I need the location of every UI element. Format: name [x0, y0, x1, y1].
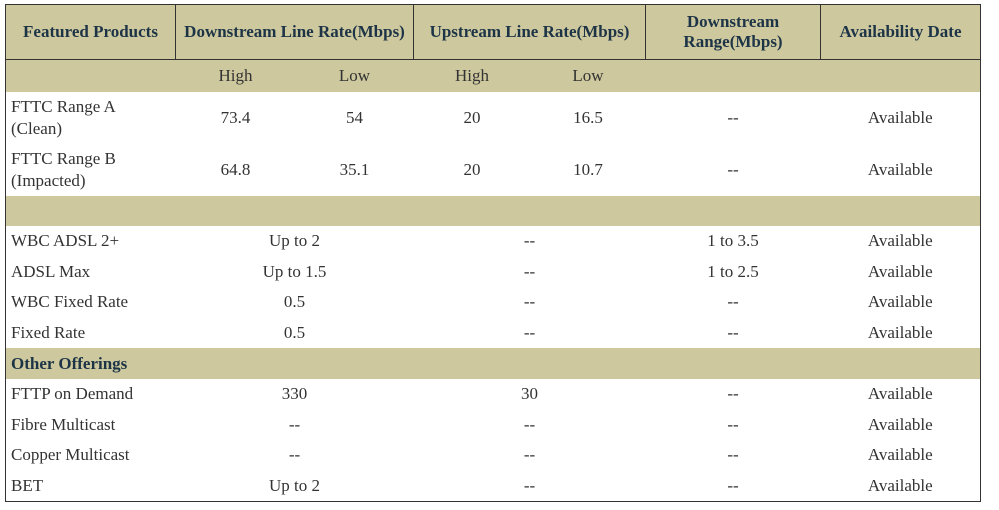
- data-cell: --: [413, 287, 646, 318]
- data-cell: Available: [820, 409, 981, 441]
- subheader-row: High Low High Low: [5, 59, 981, 92]
- product-name: Fibre Multicast: [5, 409, 176, 441]
- data-cell: --: [645, 144, 821, 196]
- data-cell: 10.7: [530, 144, 646, 196]
- data-cell: 35.1: [295, 144, 414, 196]
- subheader-cell: High: [413, 59, 531, 92]
- data-cell: 1 to 3.5: [645, 226, 821, 257]
- data-cell: --: [413, 226, 646, 257]
- data-cell: --: [413, 256, 646, 288]
- data-cell: 54: [295, 92, 414, 144]
- header-cell: Downstream Line Rate(Mbps): [174, 4, 415, 60]
- data-row: WBC Fixed Rate 0.5 -- -- Available: [5, 287, 981, 318]
- data-row: ADSL Max Up to 1.5 -- 1 to 2.5 Available: [5, 256, 981, 288]
- product-name: WBC Fixed Rate: [5, 287, 176, 318]
- data-cell: --: [645, 440, 821, 471]
- header-cell: Upstream Line Rate(Mbps): [413, 4, 647, 60]
- product-name: Copper Multicast: [5, 440, 176, 471]
- data-row: FTTC Range B (Impacted) 64.8 35.1 20 10.7 -- A…: [5, 144, 981, 196]
- gap-row: [5, 196, 981, 226]
- product-name: Fixed Rate: [5, 317, 176, 349]
- product-name: WBC ADSL 2+: [5, 226, 176, 257]
- data-cell: --: [413, 409, 646, 441]
- data-cell: 0.5: [175, 287, 414, 318]
- product-table: Featured Products Downstream Line Rate(M…: [5, 4, 982, 502]
- data-cell: Available: [820, 256, 981, 288]
- data-cell: --: [645, 317, 821, 349]
- data-cell: --: [645, 378, 821, 410]
- data-cell: 64.8: [175, 144, 296, 196]
- data-cell: 20: [413, 144, 531, 196]
- data-cell: --: [645, 409, 821, 441]
- data-cell: Available: [820, 317, 981, 349]
- data-row: Fibre Multicast -- -- -- Available: [5, 409, 981, 441]
- data-cell: --: [175, 440, 414, 471]
- gap-cell: [5, 196, 981, 226]
- data-cell: --: [413, 317, 646, 349]
- data-cell: 30: [413, 378, 646, 410]
- data-row: Copper Multicast -- -- -- Available: [5, 440, 981, 471]
- data-cell: 16.5: [530, 92, 646, 144]
- data-cell: Available: [820, 440, 981, 471]
- section-title: Other Offerings: [5, 348, 981, 379]
- subheader-cell: High: [175, 59, 296, 92]
- data-cell: 0.5: [175, 317, 414, 349]
- product-name: FTTP on Demand: [5, 378, 176, 410]
- header-cell: Featured Products: [5, 4, 176, 60]
- data-cell: Up to 2: [175, 226, 414, 257]
- data-cell: --: [645, 287, 821, 318]
- data-cell: Available: [820, 144, 981, 196]
- data-cell: --: [413, 470, 646, 502]
- subheader-cell: Low: [530, 59, 646, 92]
- subheader-cell: Low: [295, 59, 414, 92]
- product-name: FTTC Range A (Clean): [5, 92, 176, 144]
- table-body: High Low High Low FTTC Range A (Clean) 73…: [5, 59, 981, 502]
- table-container: Featured Products Downstream Line Rate(M…: [5, 4, 982, 502]
- data-row: WBC ADSL 2+ Up to 2 -- 1 to 3.5 Available: [5, 226, 981, 257]
- product-name: FTTC Range B (Impacted): [5, 144, 176, 196]
- header-row: Featured Products Downstream Line Rate(M…: [5, 4, 982, 60]
- data-row: FTTC Range A (Clean) 73.4 54 20 16.5 -- Availa…: [5, 92, 981, 144]
- data-cell: 20: [413, 92, 531, 144]
- header-cell: Availability Date: [820, 4, 982, 60]
- data-cell: 330: [175, 378, 414, 410]
- section-row: Other Offerings: [5, 348, 981, 379]
- data-cell: 1 to 2.5: [645, 256, 821, 288]
- data-cell: Available: [820, 470, 981, 502]
- product-name: ADSL Max: [5, 256, 176, 288]
- data-cell: --: [413, 440, 646, 471]
- data-cell: Available: [820, 378, 981, 410]
- data-row: BET Up to 2 -- -- Available: [5, 470, 981, 502]
- header-cell: Downstream Range(Mbps): [645, 4, 822, 60]
- data-cell: 73.4: [175, 92, 296, 144]
- product-name: BET: [5, 470, 176, 502]
- data-row: FTTP on Demand 330 30 -- Available: [5, 378, 981, 410]
- data-cell: Available: [820, 287, 981, 318]
- data-cell: --: [645, 92, 821, 144]
- data-cell: Available: [820, 92, 981, 144]
- data-cell: Up to 1.5: [175, 256, 414, 288]
- data-cell: Available: [820, 226, 981, 257]
- data-cell: --: [175, 409, 414, 441]
- data-cell: Up to 2: [175, 470, 414, 502]
- data-cell: --: [645, 470, 821, 502]
- data-row: Fixed Rate 0.5 -- -- Available: [5, 317, 981, 349]
